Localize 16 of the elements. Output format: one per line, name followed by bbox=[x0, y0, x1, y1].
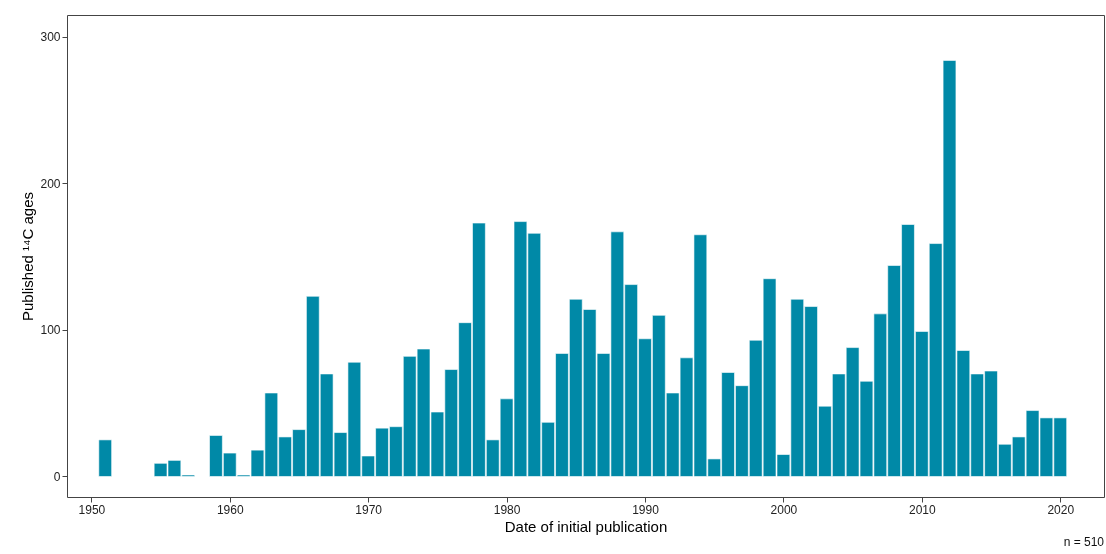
x-tick-label: 2020 bbox=[1047, 502, 1075, 517]
x-tick-label: 2000 bbox=[770, 502, 798, 517]
y-tick-label: 100 bbox=[40, 323, 61, 338]
bar bbox=[98, 439, 112, 477]
y-tick-label: 300 bbox=[40, 30, 61, 45]
y-tick-label: 200 bbox=[40, 176, 61, 191]
x-tick-label: 1960 bbox=[216, 502, 244, 517]
x-tick-label: 1970 bbox=[355, 502, 383, 517]
x-tick-label: 2010 bbox=[908, 502, 937, 517]
x-tick-label: 1950 bbox=[78, 502, 106, 517]
text: n = 510 bbox=[1063, 535, 1105, 549]
x-tick-label: 1980 bbox=[493, 502, 521, 517]
y-axis-title: Published ¹⁴C ages bbox=[19, 191, 37, 322]
y-tick-label: 0 bbox=[53, 469, 61, 484]
x-tick-label: 1990 bbox=[632, 502, 660, 517]
x-axis-title: Date of initial publication bbox=[504, 517, 668, 535]
